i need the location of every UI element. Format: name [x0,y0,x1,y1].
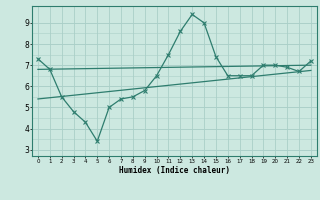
X-axis label: Humidex (Indice chaleur): Humidex (Indice chaleur) [119,166,230,175]
